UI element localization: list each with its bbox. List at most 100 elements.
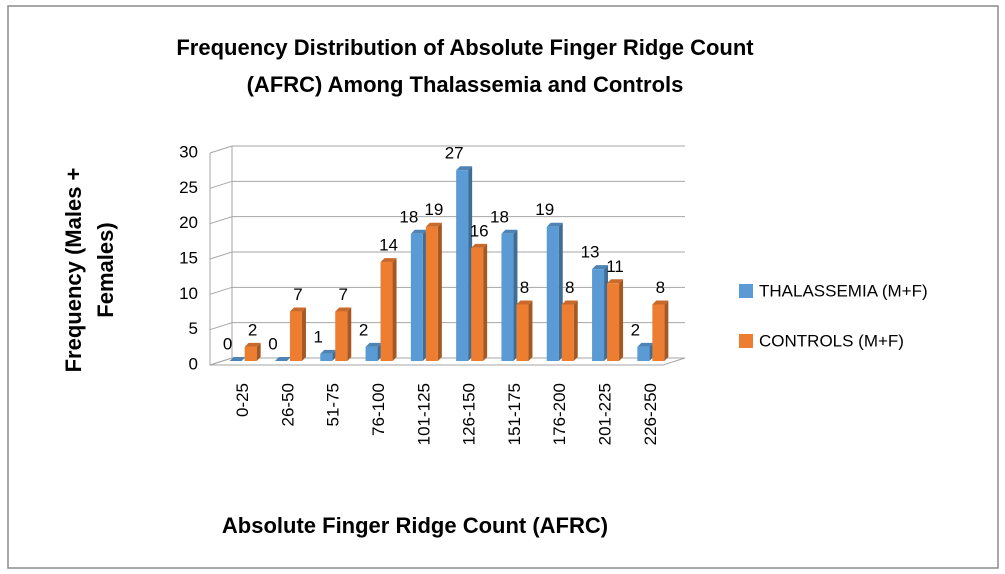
grid-line [209, 357, 685, 366]
bar-top [410, 229, 427, 234]
bar [456, 170, 469, 361]
data-label: 19 [424, 200, 443, 219]
bar [244, 346, 257, 361]
data-label: 2 [631, 320, 640, 339]
x-tick-label: 26-50 [278, 383, 297, 426]
bar-group [546, 222, 563, 361]
x-tick-label: 151-175 [505, 383, 524, 445]
bar-group [289, 307, 306, 361]
x-tick-label: 201-225 [596, 383, 615, 445]
x-axis-title: Absolute Finger Ridge Count (AFRC) [222, 513, 608, 538]
bar-group [607, 279, 624, 361]
bar-group [335, 307, 352, 361]
grid-line [209, 322, 685, 331]
grid-line [209, 180, 685, 189]
data-label: 18 [399, 207, 418, 226]
bar [607, 283, 620, 361]
data-label: 16 [470, 221, 489, 240]
data-label: 7 [293, 285, 302, 304]
grid-line [209, 286, 685, 295]
x-tick-label: 51-75 [324, 383, 343, 426]
y-tick-label: 0 [189, 354, 198, 373]
bar-top [274, 357, 291, 361]
chart-title: (AFRC) Among Thalassemia and Controls [247, 72, 684, 97]
bar-top [229, 357, 246, 361]
bar-top [546, 222, 563, 227]
bar-side [256, 342, 261, 361]
data-label: 2 [359, 320, 368, 339]
data-label: 18 [490, 207, 509, 226]
chart-title: Frequency Distribution of Absolute Finge… [176, 35, 754, 60]
y-tick-label: 15 [179, 248, 198, 267]
bar [425, 226, 438, 361]
data-label: 1 [314, 327, 323, 346]
bar [320, 353, 333, 361]
bar-side [437, 222, 442, 361]
bar-top [607, 279, 624, 284]
bar-group [244, 342, 261, 361]
bar [637, 346, 650, 361]
bar-top [244, 342, 261, 347]
y-tick-label: 10 [179, 284, 198, 303]
x-tick-label: 0-25 [233, 383, 252, 417]
bar-top [320, 349, 337, 354]
bar-group [274, 357, 291, 361]
legend-swatch [739, 284, 753, 298]
data-label: 8 [656, 278, 665, 297]
bar [365, 346, 378, 361]
bar [592, 269, 605, 361]
grid-line [209, 216, 685, 225]
data-label: 27 [445, 144, 464, 163]
x-tick-label: 176-200 [550, 383, 569, 445]
data-label: 13 [581, 243, 600, 262]
y-tick-label: 5 [189, 319, 198, 338]
legend-label: THALASSEMIA (M+F) [759, 281, 928, 300]
y-axis-title-line: Females) [93, 222, 118, 317]
bar-side [573, 300, 578, 361]
bar-top [516, 300, 533, 305]
bar-top [637, 342, 654, 347]
bar-group [365, 342, 382, 361]
bar [516, 304, 529, 361]
bar-top [471, 243, 488, 248]
bar-top [501, 229, 518, 234]
bar-side [347, 307, 352, 361]
x-tick-label: 126-150 [460, 383, 479, 445]
data-label: 14 [379, 236, 398, 255]
y-tick-label: 25 [179, 178, 198, 197]
y-tick-label: 30 [179, 142, 198, 161]
x-tick-label: 101-125 [414, 383, 433, 445]
grid-line [209, 145, 685, 154]
legend-label: CONTROLS (M+F) [759, 331, 904, 350]
data-label: 7 [339, 285, 348, 304]
bar-top [456, 166, 473, 171]
grid-line [209, 251, 685, 260]
bar [289, 311, 302, 361]
bar-top [380, 258, 397, 263]
bar-top [365, 342, 382, 347]
legend-swatch [739, 334, 753, 348]
bar-group [592, 265, 609, 361]
bar-group [501, 229, 518, 361]
bar [471, 247, 484, 361]
data-label: 8 [565, 278, 574, 297]
bar-side [483, 243, 488, 361]
bar-group [561, 300, 578, 361]
bar [335, 311, 348, 361]
bar-group [456, 166, 473, 361]
bar-side [301, 307, 306, 361]
bar-group [410, 229, 427, 361]
bar-side [664, 300, 669, 361]
bar [546, 226, 559, 361]
data-label: 8 [520, 278, 529, 297]
bar [501, 233, 514, 361]
bar [561, 304, 574, 361]
data-label: 0 [268, 334, 277, 353]
x-tick-label: 226-250 [641, 383, 660, 445]
bar [380, 262, 393, 361]
bar-top [652, 300, 669, 305]
data-label: 19 [535, 200, 554, 219]
bar-top [335, 307, 352, 312]
data-label: 11 [606, 257, 624, 276]
